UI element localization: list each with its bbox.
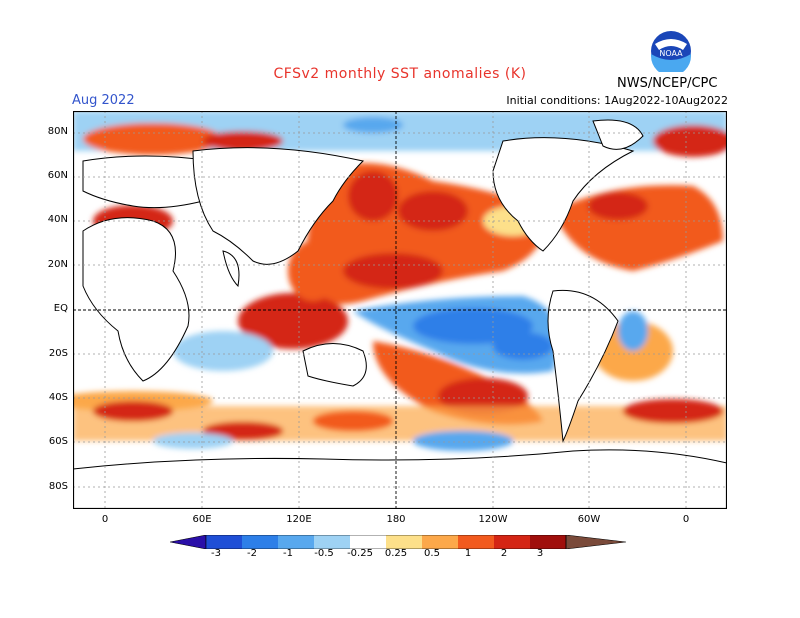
lat-label-eq: EQ: [53, 303, 68, 314]
lat-label-40s: 40S: [48, 392, 68, 403]
colorbar-swatch-4: [314, 535, 350, 549]
lon-label-0: 0: [101, 514, 109, 525]
colorbar-label-p1: 1: [464, 548, 472, 559]
lat-label-20n: 20N: [47, 259, 68, 270]
map-gridlines: [73, 111, 727, 509]
colorbar-arrow-left: [170, 535, 207, 549]
equator-dateline: [73, 111, 727, 509]
lat-label-40n: 40N: [47, 214, 68, 225]
colorbar-swatch-3: [278, 535, 314, 549]
land-outlines: [73, 119, 727, 509]
lon-label-120e: 120E: [286, 514, 312, 525]
lon-label-60w: 60W: [577, 514, 601, 525]
lon-label-60e: 60E: [192, 514, 212, 525]
chart-title: CFSv2 monthly SST anomalies (K): [273, 66, 527, 82]
colorbar-label-n05: -0.5: [314, 548, 334, 559]
initial-conditions: Initial conditions: 1Aug2022-10Aug2022: [506, 94, 728, 107]
map-frame: [73, 111, 727, 509]
colorbar-label-p05: 0.5: [424, 548, 440, 559]
colorbar-swatch-8: [458, 535, 494, 549]
colorbar-swatch-1: [206, 535, 242, 549]
colorbar-label-p3: 3: [536, 548, 544, 559]
lat-label-60n: 60N: [47, 170, 68, 181]
colorbar-arrow-right: [565, 535, 627, 549]
agency-label: NWS/NCEP/CPC: [617, 76, 718, 91]
colorbar-label-n2: -2: [247, 548, 257, 559]
period-label: Aug 2022: [72, 93, 135, 108]
lon-label-0-east: 0: [682, 514, 690, 525]
colorbar-swatch-10: [530, 535, 566, 549]
noaa-logo-text: NOAA: [659, 49, 683, 58]
colorbar-label-p2: 2: [500, 548, 508, 559]
colorbar-label-n025: -0.25: [347, 548, 373, 559]
lat-label-80s: 80S: [48, 481, 68, 492]
lon-label-180: 180: [386, 514, 406, 525]
sst-anomaly-map: [73, 111, 727, 509]
lon-label-120w: 120W: [478, 514, 508, 525]
colorbar: [170, 535, 627, 549]
colorbar-label-n3: -3: [211, 548, 221, 559]
colorbar-label-p025: 0.25: [384, 548, 408, 559]
lat-label-20s: 20S: [48, 348, 68, 359]
colorbar-swatch-5: [350, 535, 386, 549]
colorbar-swatch-7: [422, 535, 458, 549]
colorbar-label-n1: -1: [283, 548, 293, 559]
colorbar-swatch-6: [386, 535, 422, 549]
lat-label-60s: 60S: [48, 436, 68, 447]
colorbar-swatch-2: [242, 535, 278, 549]
noaa-logo: NOAA: [651, 31, 691, 72]
lat-label-80n: 80N: [47, 126, 68, 137]
colorbar-swatch-9: [494, 535, 530, 549]
